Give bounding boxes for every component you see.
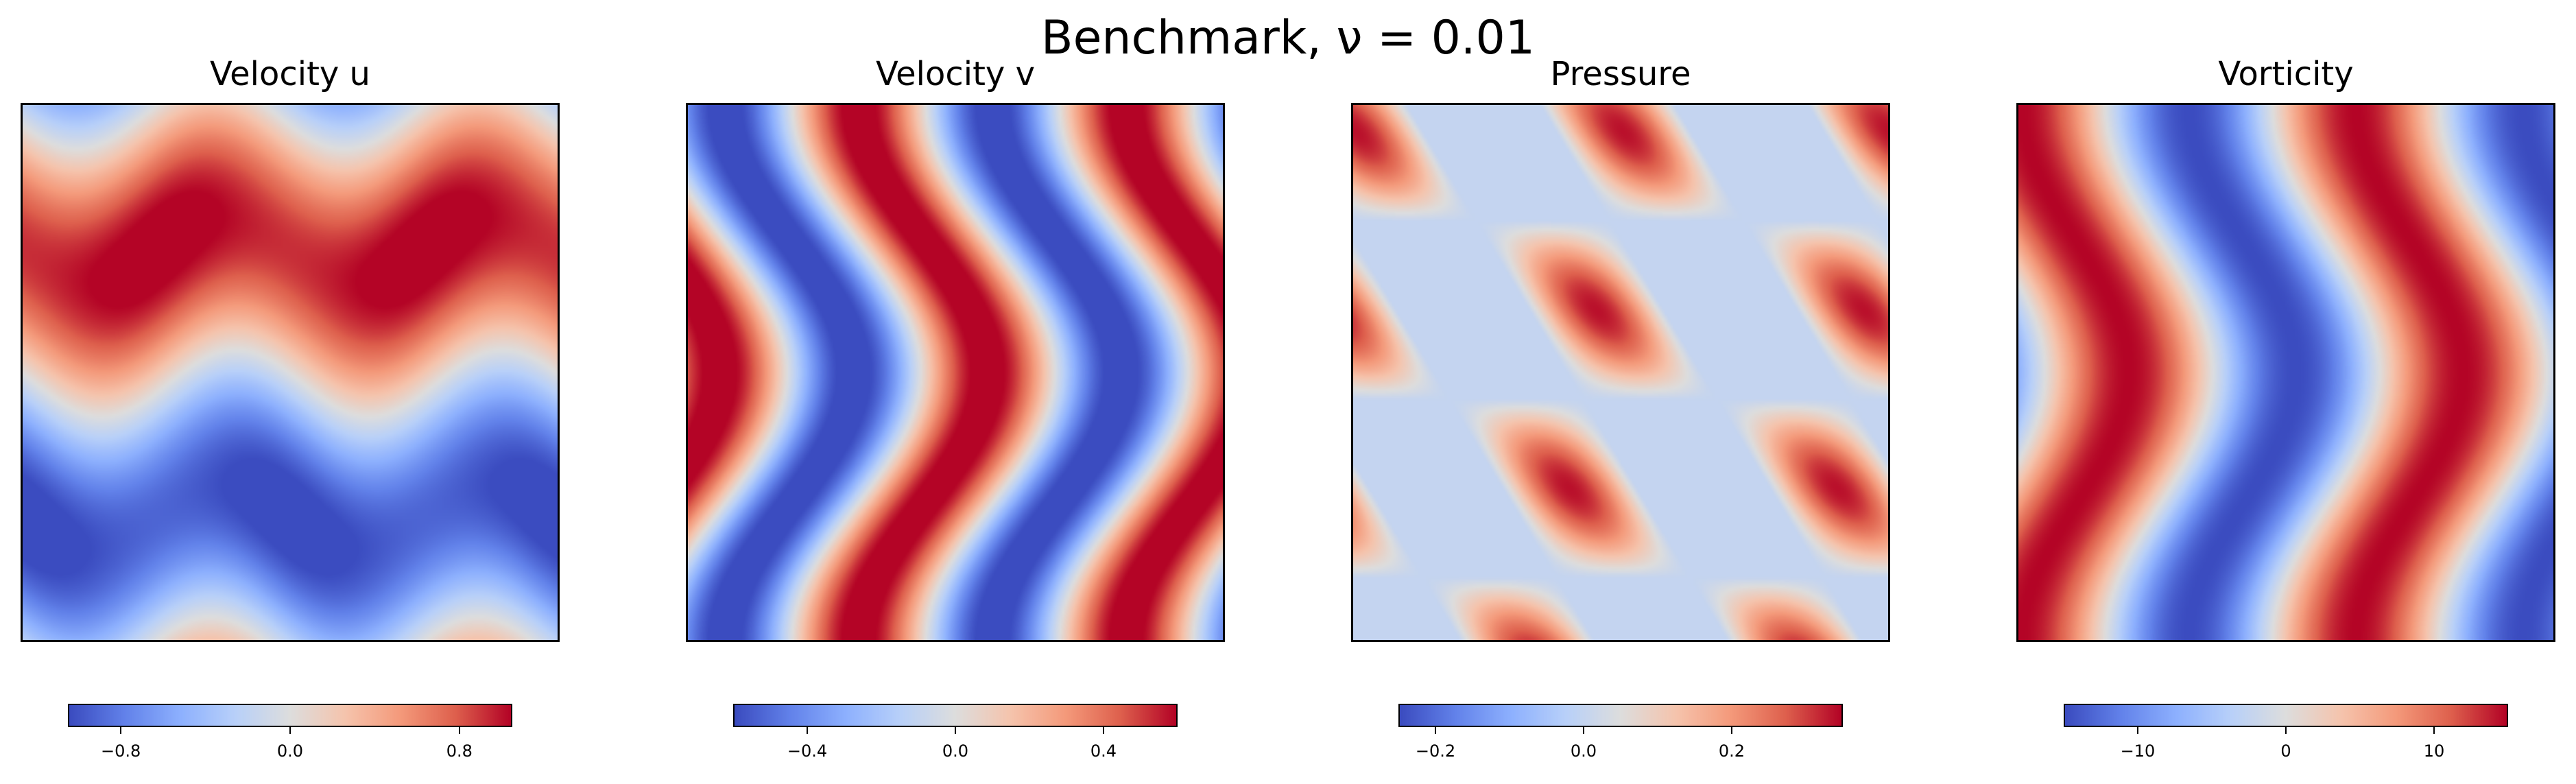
colorbar-gradient-vorticity: [2065, 705, 2507, 726]
colorbar-tick: [1731, 727, 1732, 734]
heatmap-vorticity: [2016, 103, 2555, 642]
panel-title-vorticity: Vorticity: [2218, 55, 2354, 93]
colorbar-tick-label: 0.4: [1090, 741, 1117, 761]
colorbar-tick: [2285, 727, 2287, 734]
heatmap-canvas-velocity-u: [23, 105, 558, 640]
colorbar-velocity-v: [733, 704, 1178, 727]
colorbar-tick-label: 0.2: [1718, 741, 1745, 761]
colorbar-vorticity: [2064, 704, 2508, 727]
colorbar-tick-label: 0.0: [1570, 741, 1597, 761]
colorbar-tick-label: −0.4: [787, 741, 828, 761]
colorbar-tick: [807, 727, 808, 734]
heatmap-canvas-vorticity: [2018, 105, 2553, 640]
colorbar-pressure: [1398, 704, 1843, 727]
colorbar-tick: [289, 727, 291, 734]
colorbar-tick: [2137, 727, 2138, 734]
colorbar-tick: [120, 727, 122, 734]
colorbar-gradient-velocity-v: [735, 705, 1176, 726]
colorbar-gradient-velocity-u: [69, 705, 511, 726]
colorbar-tick-label: 0.8: [446, 741, 473, 761]
heatmap-velocity-u: [21, 103, 560, 642]
colorbar-tick-label: 0: [2280, 741, 2291, 761]
colorbar-tick: [1103, 727, 1104, 734]
panel-title-pressure: Pressure: [1550, 55, 1691, 93]
heatmap-canvas-pressure: [1353, 105, 1888, 640]
colorbar-tick-label: 0.0: [942, 741, 969, 761]
colorbar-tick-label: −0.8: [101, 741, 141, 761]
colorbar-tick: [458, 727, 460, 734]
colorbar-tick-label: −0.2: [1415, 741, 1456, 761]
colorbar-tick: [1583, 727, 1584, 734]
colorbar-tick: [1435, 727, 1436, 734]
colorbar-tick-label: −10: [2120, 741, 2156, 761]
heatmap-pressure: [1351, 103, 1890, 642]
figure-title: Benchmark, ν = 0.01: [1040, 11, 1536, 65]
panel-title-velocity-u: Velocity u: [210, 55, 370, 93]
panel-title-velocity-v: Velocity v: [876, 55, 1035, 93]
heatmap-velocity-v: [686, 103, 1225, 642]
colorbar-tick: [955, 727, 956, 734]
colorbar-gradient-pressure: [1400, 705, 1841, 726]
colorbar-tick: [2433, 727, 2435, 734]
heatmap-canvas-velocity-v: [688, 105, 1223, 640]
colorbar-tick-label: 0.0: [276, 741, 304, 761]
colorbar-velocity-u: [68, 704, 512, 727]
colorbar-tick-label: 10: [2423, 741, 2445, 761]
